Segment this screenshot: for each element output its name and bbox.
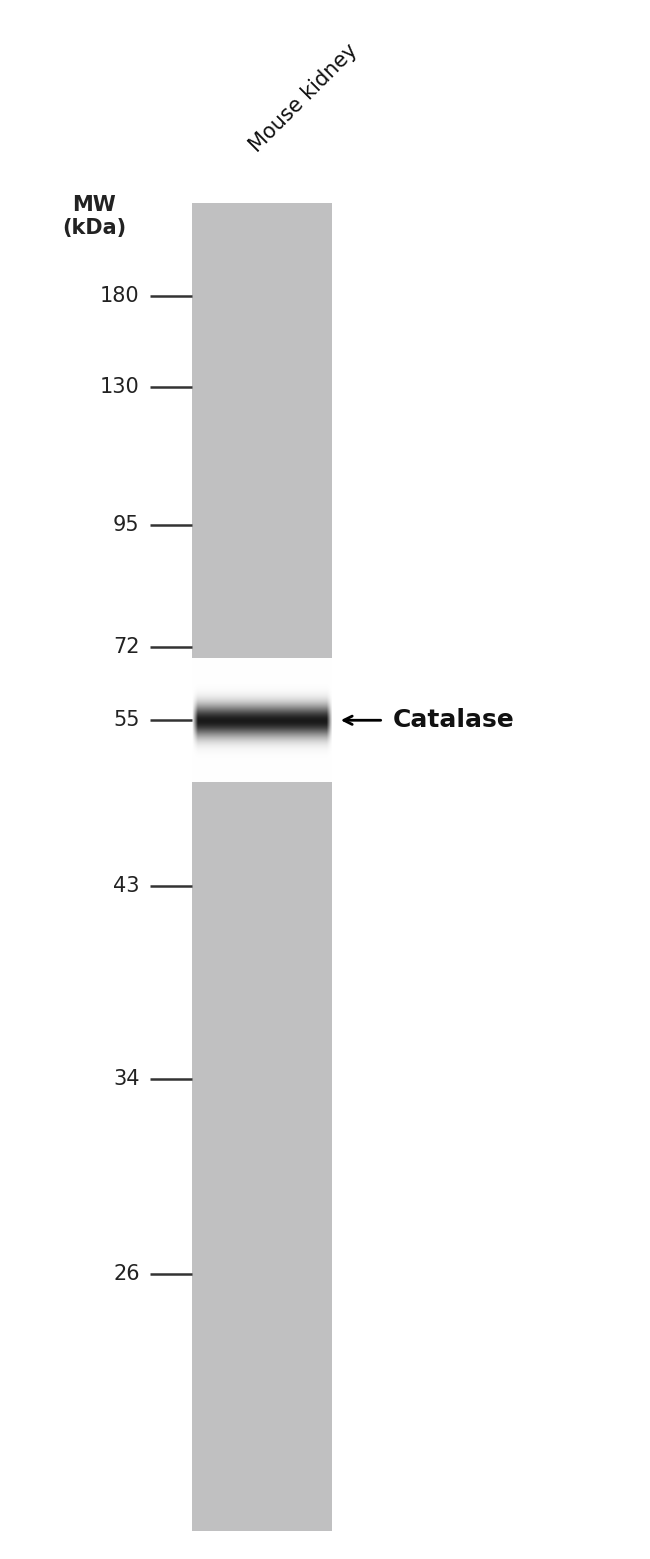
- Text: 95: 95: [113, 516, 140, 535]
- Text: 34: 34: [113, 1069, 140, 1088]
- Text: MW
(kDa): MW (kDa): [62, 195, 126, 239]
- Text: Catalase: Catalase: [393, 708, 515, 733]
- Text: 130: 130: [100, 377, 140, 396]
- Text: 180: 180: [100, 287, 140, 306]
- Text: 26: 26: [113, 1264, 140, 1283]
- Text: 55: 55: [113, 711, 140, 730]
- Text: Mouse kidney: Mouse kidney: [246, 41, 361, 156]
- Bar: [192, 203, 332, 1531]
- Text: 43: 43: [113, 876, 140, 895]
- Text: 72: 72: [113, 638, 140, 656]
